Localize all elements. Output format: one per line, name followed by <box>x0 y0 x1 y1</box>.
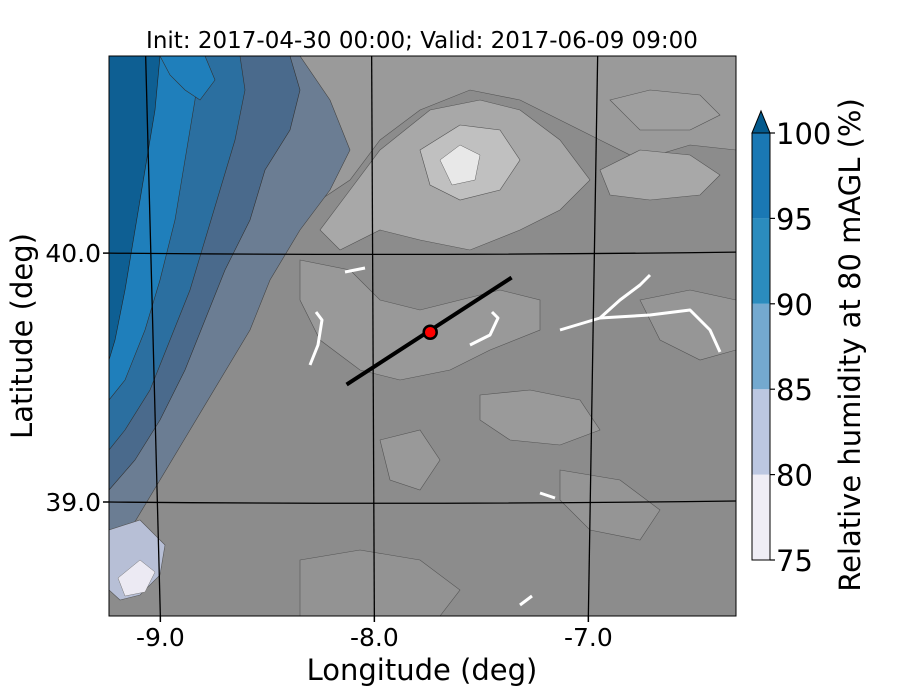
colorbar-segment <box>752 474 770 560</box>
y-tick-label: 40.0 <box>45 239 101 268</box>
colorbar-tick-label: 90 <box>776 288 813 322</box>
colorbar-tick-label: 100 <box>776 117 831 151</box>
x-tick-label: -9.0 <box>136 623 185 652</box>
y-tick-label: 39.0 <box>45 488 101 517</box>
chart-title: Init: 2017-04-30 00:00; Valid: 2017-06-0… <box>146 28 698 54</box>
y-axis: 40.0 39.0 <box>45 239 109 517</box>
x-tick-label: -8.0 <box>350 623 399 652</box>
colorbar-extend-arrow <box>751 109 771 134</box>
colorbar-segment <box>752 303 770 390</box>
meridian-line <box>371 56 375 616</box>
colorbar: 75 80 85 90 95 100 <box>751 109 831 578</box>
x-axis: -9.0 -8.0 -7.0 <box>136 616 613 652</box>
terrain-shading <box>299 56 736 616</box>
graticule <box>109 56 736 616</box>
x-tick-label: -7.0 <box>564 623 613 652</box>
x-axis-label: Longitude (deg) <box>307 653 538 687</box>
colorbar-outline <box>751 132 771 561</box>
river-traces <box>308 266 722 607</box>
colorbar-tick-label: 85 <box>776 373 813 407</box>
parallel-line <box>109 500 736 504</box>
y-axis-label: Latitude (deg) <box>5 233 39 439</box>
map-frame <box>108 55 737 617</box>
colorbar-segment <box>752 389 770 475</box>
colorbar-segment <box>752 133 770 219</box>
colorbar-tick-label: 95 <box>776 202 813 236</box>
colorbar-tick-label: 75 <box>776 544 813 578</box>
meridian-line <box>145 56 161 616</box>
meridian-line <box>587 56 599 616</box>
location-marker <box>422 324 438 341</box>
parallel-line <box>109 251 736 256</box>
map-area <box>109 56 736 616</box>
coastal-humidity-shading <box>109 56 351 601</box>
colorbar-segment <box>752 218 770 304</box>
colorbar-label: Relative humidity at 80 mAGL (%) <box>833 98 867 592</box>
colorbar-tick-label: 80 <box>776 459 813 493</box>
